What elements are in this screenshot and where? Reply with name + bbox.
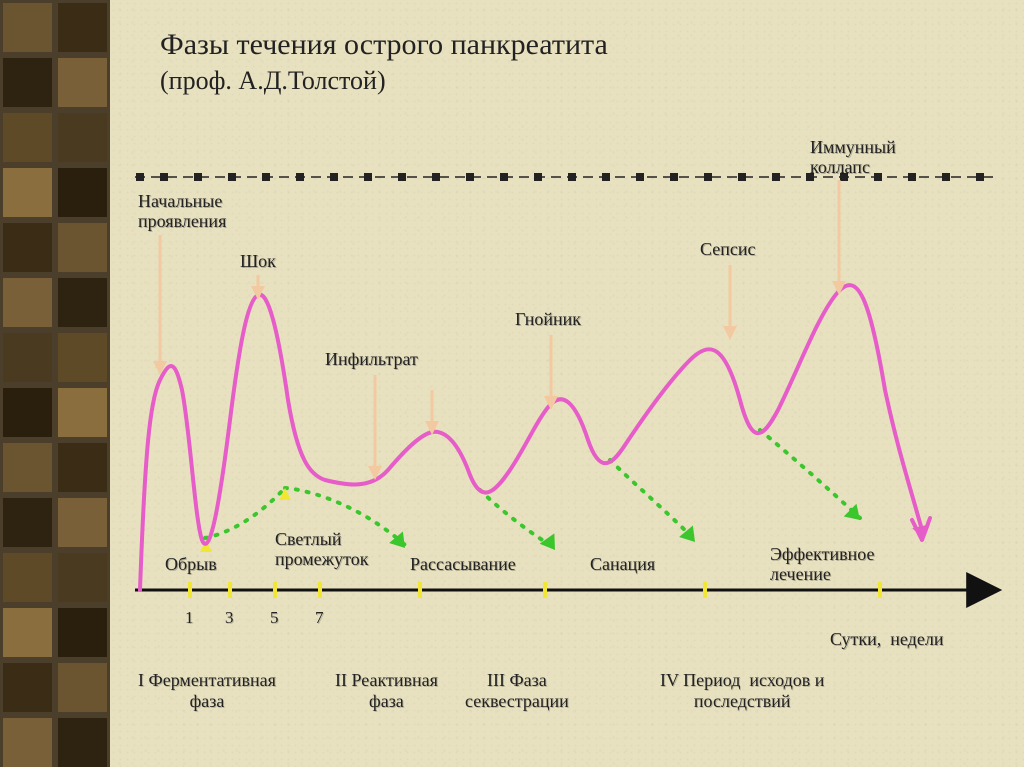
slide-canvas: Фазы течения острого панкреатита (проф. …	[110, 0, 1024, 767]
label-collapse: Иммунный коллапс	[810, 138, 896, 178]
label-lucid: Светлый промежуток	[275, 530, 368, 570]
axis-label: Сутки, недели	[830, 630, 943, 650]
label-treatment: Эффективное лечение	[770, 545, 874, 585]
decorative-sidebar	[0, 0, 110, 767]
label-infiltrate: Инфильтрат	[325, 350, 418, 370]
phase-label: II Реактивная фаза	[335, 670, 438, 711]
label-resorption: Рассасывание	[410, 555, 516, 575]
phase-chart	[110, 0, 1024, 767]
tick-label: 1	[185, 608, 194, 628]
label-sanation: Санация	[590, 555, 655, 575]
label-shock: Шок	[240, 252, 276, 272]
tick-label: 7	[315, 608, 324, 628]
tick-label: 3	[225, 608, 234, 628]
label-abscess: Гнойник	[515, 310, 581, 330]
tick-label: 5	[270, 608, 279, 628]
phase-label: I Ферментативная фаза	[138, 670, 276, 711]
label-break: Обрыв	[165, 555, 217, 575]
phase-label: IV Период исходов и последствий	[660, 670, 824, 711]
label-sepsis: Сепсис	[700, 240, 755, 260]
phase-label: III Фаза секвестрации	[465, 670, 569, 711]
sidebar-pattern	[0, 0, 110, 767]
label-initial: Начальные проявления	[138, 192, 226, 232]
